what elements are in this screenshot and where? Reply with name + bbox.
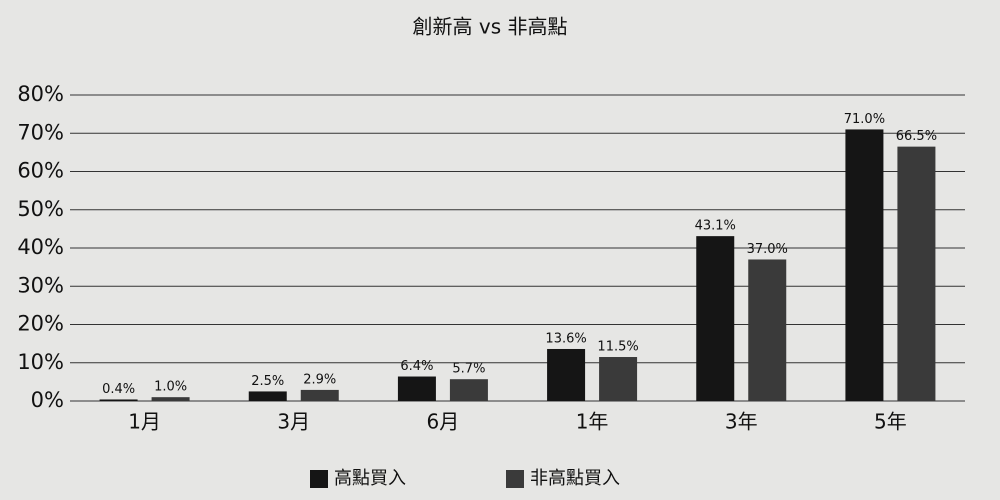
y-tick-label: 30% — [17, 273, 64, 297]
y-tick-label: 20% — [17, 312, 64, 336]
value-label: 71.0% — [844, 112, 885, 127]
legend-label: 高點買入 — [334, 468, 406, 489]
value-label: 66.5% — [896, 129, 937, 144]
value-label: 1.0% — [154, 380, 187, 395]
bar — [696, 236, 735, 401]
x-tick-label: 5年 — [874, 410, 907, 434]
y-tick-label: 40% — [17, 235, 64, 259]
y-tick-label: 70% — [17, 120, 64, 144]
chart-title: 創新高 vs 非高點 — [413, 15, 568, 39]
value-label: 37.0% — [747, 242, 788, 257]
value-label: 6.4% — [400, 359, 433, 374]
bar — [748, 259, 787, 401]
x-tick-label: 6月 — [427, 410, 460, 434]
bar — [449, 379, 488, 401]
legend-swatch — [310, 470, 328, 488]
bar — [248, 391, 287, 401]
value-label: 11.5% — [597, 340, 638, 355]
y-tick-label: 10% — [17, 350, 64, 374]
value-label: 43.1% — [695, 219, 736, 234]
value-label: 0.4% — [102, 382, 135, 397]
x-tick-label: 1月 — [128, 410, 161, 434]
bar — [397, 376, 436, 401]
bar — [845, 129, 884, 402]
y-tick-label: 0% — [31, 388, 64, 412]
x-tick-label: 1年 — [576, 410, 609, 434]
bar — [547, 348, 586, 401]
value-label: 2.9% — [303, 372, 336, 387]
value-label: 5.7% — [452, 362, 485, 377]
value-label: 2.5% — [251, 374, 284, 389]
y-tick-label: 60% — [17, 159, 64, 183]
value-label: 13.6% — [545, 331, 586, 346]
y-tick-label: 50% — [17, 197, 64, 221]
bar — [300, 389, 339, 401]
bar — [151, 397, 190, 401]
x-tick-label: 3月 — [277, 410, 310, 434]
bar — [897, 146, 936, 401]
x-tick-label: 3年 — [725, 410, 758, 434]
bar — [99, 399, 138, 401]
legend-swatch — [506, 470, 524, 488]
bar — [599, 357, 638, 401]
y-tick-label: 80% — [17, 82, 64, 106]
legend-label: 非高點買入 — [530, 468, 620, 489]
